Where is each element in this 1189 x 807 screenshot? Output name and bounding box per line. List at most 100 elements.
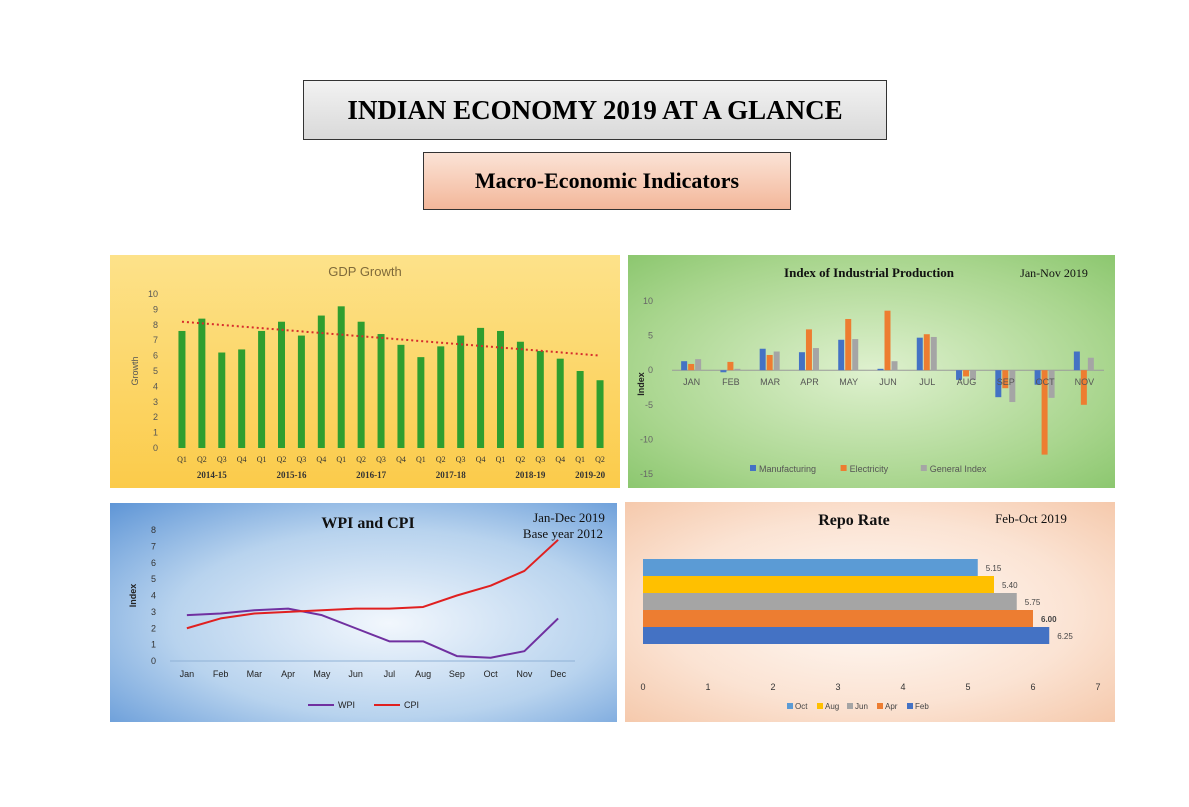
y-tick-label: -10 [640, 434, 653, 444]
iip-bar-electricity [884, 310, 891, 371]
data-label: 6.25 [1057, 632, 1073, 641]
iip-bar-manufacturing [1034, 370, 1041, 385]
x-tick-label: 3 [835, 682, 840, 692]
iip-bar-general-index [734, 368, 741, 371]
x-tick-label: Q3 [217, 455, 227, 464]
iip-bar-general-index [891, 361, 898, 371]
x-tick-label: 2 [770, 682, 775, 692]
x-tick-label: SEP [997, 377, 1015, 387]
repo-bar-apr [643, 610, 1033, 627]
gdp-bar [457, 335, 465, 448]
repo-bar-jun [643, 593, 1017, 610]
data-label: 5.75 [1025, 598, 1041, 607]
x-tick-label: JUN [879, 377, 897, 387]
x-tick-label: Mar [247, 669, 263, 679]
chart-title: GDP Growth [328, 264, 401, 279]
iip-bar-general-index [970, 370, 977, 380]
gdp-bar [377, 334, 385, 448]
page-title: INDIAN ECONOMY 2019 AT A GLANCE [303, 80, 887, 140]
iip-bar-electricity [727, 361, 734, 371]
x-group-label: 2014-15 [197, 470, 227, 480]
x-tick-label: Feb [213, 669, 229, 679]
x-tick-label: Q1 [416, 455, 426, 464]
wpi-cpi-chart: WPI and CPI Jan-Dec 2019 Base year 2012 Ind… [110, 503, 617, 722]
y-axis-label: Index [128, 584, 138, 608]
legend-swatch [840, 465, 847, 471]
iip-bar-general-index [1048, 370, 1055, 398]
repo-bar-aug [643, 576, 994, 593]
gdp-bar [278, 321, 285, 448]
x-tick-label: Sep [449, 669, 465, 679]
y-tick-label: 0 [153, 443, 158, 453]
x-tick-label: Jul [384, 669, 396, 679]
x-tick-label: Q2 [436, 455, 446, 464]
iip-bar-general-index [812, 348, 819, 371]
iip-bar-electricity [688, 363, 695, 371]
iip-bar-general-index [1087, 357, 1094, 371]
x-tick-label: Q3 [535, 455, 545, 464]
legend-swatch [907, 703, 913, 709]
chart-title: Index of Industrial Production [784, 265, 955, 280]
x-tick-label: Q2 [277, 455, 287, 464]
y-tick-label: 5 [648, 331, 653, 341]
chart-title: WPI and CPI [321, 515, 414, 532]
x-tick-label: Q3 [376, 455, 386, 464]
y-tick-label: 8 [153, 320, 158, 330]
x-tick-label: 1 [705, 682, 710, 692]
x-tick-label: Jan [180, 669, 195, 679]
gdp-bar [536, 350, 544, 448]
x-tick-label: Q2 [356, 455, 366, 464]
repo-bar-oct [643, 559, 978, 576]
chart-annotation: Jan-Nov 2019 [1020, 266, 1088, 280]
iip-bar-electricity [1041, 370, 1048, 455]
x-tick-label: 7 [1095, 682, 1100, 692]
iip-bar-manufacturing [877, 368, 884, 371]
x-tick-label: Q1 [336, 455, 346, 464]
y-tick-label: 1 [151, 640, 156, 650]
x-tick-label: Q2 [516, 455, 526, 464]
gdp-bar [317, 315, 325, 448]
y-tick-label: 6 [153, 351, 158, 361]
x-tick-label: Q4 [555, 455, 565, 464]
x-tick-label: Q2 [197, 455, 207, 464]
x-tick-label: APR [800, 377, 819, 387]
y-tick-label: 7 [151, 541, 156, 551]
iip-bar-manufacturing [956, 370, 963, 380]
iip-bar-electricity [1080, 370, 1087, 405]
y-axis-label: Growth [130, 356, 140, 385]
x-group-label: 2015-16 [276, 470, 306, 480]
y-tick-label: 4 [151, 591, 156, 601]
x-tick-label: MAY [839, 377, 858, 387]
x-tick-label: Q2 [595, 455, 605, 464]
chart-annotation: Base year 2012 [523, 526, 603, 541]
legend-swatch [847, 703, 853, 709]
y-tick-label: 5 [151, 574, 156, 584]
y-tick-label: 10 [643, 296, 653, 306]
legend-label: Aug [825, 702, 839, 711]
y-tick-label: 0 [151, 656, 156, 666]
legend-swatch [750, 465, 756, 471]
gdp-bar [297, 335, 305, 448]
iip-bar-general-index [695, 359, 702, 371]
legend-swatch [787, 703, 793, 709]
gdp-bar [417, 357, 425, 448]
legend-label: Jun [855, 702, 868, 711]
legend-swatch [920, 465, 927, 471]
gdp-bar [397, 344, 405, 448]
x-tick-label: Q1 [575, 455, 585, 464]
y-tick-label: 3 [153, 397, 158, 407]
legend-label: Feb [915, 702, 929, 711]
repo-chart-svg: Repo Rate Feb-Oct 2019 0 1 2 3 4 5 6 7 5.155.40 5.7… [640, 511, 1100, 711]
y-tick-label: 2 [151, 623, 156, 633]
iip-bar-manufacturing [838, 339, 845, 371]
y-tick-label: 7 [153, 335, 158, 345]
gdp-bar [497, 330, 504, 448]
x-tick-label: Jun [348, 669, 363, 679]
legend-swatch [877, 703, 883, 709]
y-tick-label: 5 [153, 366, 158, 376]
gdp-bar [178, 330, 186, 448]
y-tick-label: 0 [648, 365, 653, 375]
iip-bar-electricity [923, 334, 930, 371]
x-tick-label: 0 [640, 682, 645, 692]
